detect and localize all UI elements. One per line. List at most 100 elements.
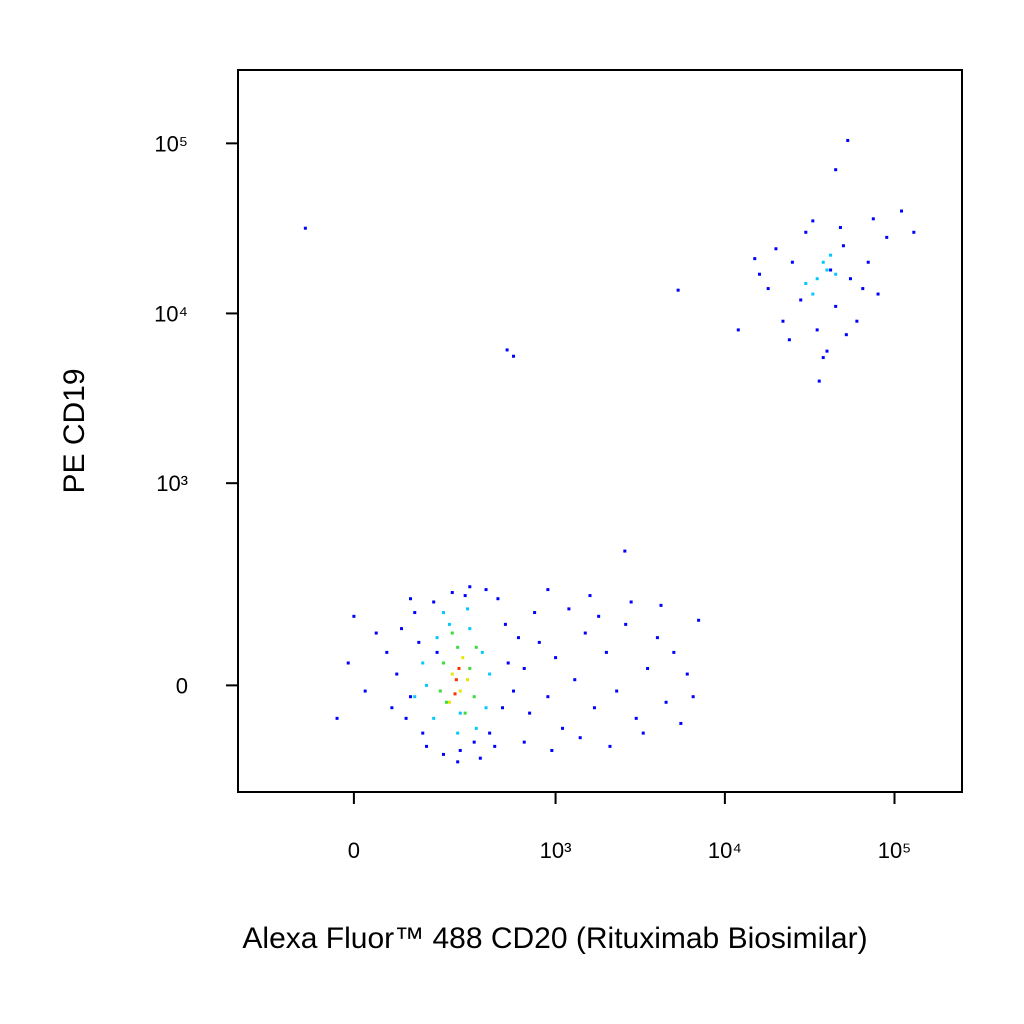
point — [624, 622, 628, 626]
point — [546, 588, 550, 592]
point — [623, 549, 627, 553]
point — [848, 277, 852, 281]
point — [900, 209, 904, 213]
point — [413, 611, 417, 615]
point — [390, 706, 394, 710]
point — [417, 640, 421, 644]
point — [634, 716, 638, 720]
point — [408, 695, 412, 699]
point — [861, 287, 865, 291]
x-tick-label: 10⁴ — [708, 838, 742, 863]
point — [691, 695, 695, 699]
point — [578, 736, 582, 740]
point — [484, 706, 488, 710]
point — [655, 636, 659, 640]
point — [597, 614, 601, 618]
point — [447, 622, 451, 626]
point — [615, 689, 619, 693]
point — [659, 603, 663, 607]
point — [790, 260, 794, 264]
point — [335, 716, 339, 720]
x-tick-label: 10⁵ — [878, 838, 912, 863]
point — [825, 268, 829, 272]
point — [766, 287, 770, 291]
point — [876, 292, 880, 296]
point — [445, 700, 449, 704]
point — [753, 257, 757, 261]
point — [815, 277, 819, 281]
point — [432, 716, 436, 720]
point — [458, 748, 462, 752]
y-tick-label: 10⁴ — [154, 301, 188, 326]
point — [841, 244, 845, 248]
point — [629, 600, 633, 604]
point — [466, 678, 470, 682]
y-axis-label: PE CD19 — [58, 368, 91, 493]
point — [363, 689, 367, 693]
point — [829, 253, 833, 257]
point — [496, 597, 500, 601]
point — [866, 260, 870, 264]
point — [346, 661, 350, 665]
point — [672, 650, 676, 654]
point — [817, 379, 821, 383]
point — [855, 319, 859, 323]
point — [550, 748, 554, 752]
point — [516, 636, 520, 640]
point — [461, 656, 465, 660]
point — [522, 666, 526, 670]
point — [450, 591, 454, 595]
point — [458, 711, 462, 715]
point — [488, 731, 492, 735]
point — [450, 672, 454, 676]
point — [400, 627, 404, 631]
point — [522, 740, 526, 744]
point — [834, 304, 838, 308]
point — [554, 656, 558, 660]
point — [811, 292, 815, 296]
point — [425, 683, 429, 687]
point — [468, 585, 472, 589]
point — [815, 328, 819, 332]
point — [608, 744, 612, 748]
point — [478, 756, 482, 760]
point — [846, 138, 850, 142]
point — [811, 219, 815, 223]
point — [588, 594, 592, 598]
point — [821, 260, 825, 264]
point — [829, 268, 833, 272]
point — [395, 672, 399, 676]
plot-frame — [237, 69, 963, 793]
point — [787, 338, 791, 342]
x-axis-label: Alexa Fluor™ 488 CD20 (Rituximab Biosimi… — [242, 922, 867, 955]
x-tick-label: 0 — [348, 838, 360, 863]
point — [303, 226, 307, 230]
point — [463, 594, 467, 598]
y-tick-label: 10⁵ — [154, 131, 188, 156]
point — [480, 650, 484, 654]
point — [458, 689, 462, 693]
point — [664, 700, 668, 704]
point — [679, 721, 683, 725]
point — [604, 650, 608, 654]
point — [646, 666, 650, 670]
point — [825, 349, 829, 353]
point — [441, 611, 445, 615]
point — [432, 600, 436, 604]
y-tick-label: 10³ — [156, 471, 188, 496]
point — [488, 672, 492, 676]
point — [466, 607, 470, 611]
point — [834, 168, 838, 172]
point — [804, 281, 808, 285]
point — [501, 706, 505, 710]
point — [457, 666, 461, 670]
point — [474, 726, 478, 730]
point — [404, 716, 408, 720]
point — [425, 744, 429, 748]
point — [567, 607, 571, 611]
point — [493, 744, 497, 748]
point — [456, 731, 460, 735]
point — [472, 740, 476, 744]
point — [821, 356, 825, 360]
